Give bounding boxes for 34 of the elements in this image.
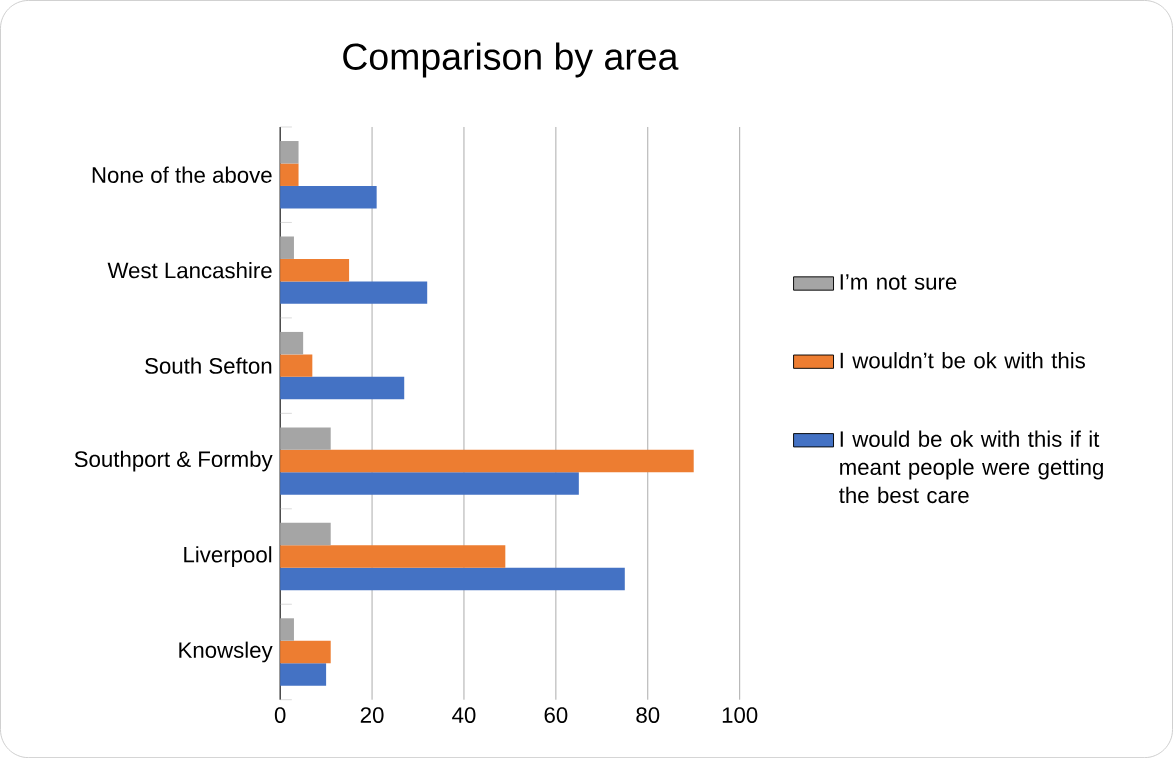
x-tick-label: 20	[360, 707, 384, 723]
y-tick-label: None of the above	[92, 166, 272, 183]
legend-label: I’m not sure	[840, 274, 957, 290]
y-tick-label: South Sefton	[145, 357, 272, 374]
bar	[280, 163, 299, 186]
x-tick-label: 60	[544, 707, 568, 723]
x-tick-label: 100	[722, 707, 758, 723]
chart-title: Comparison by area	[343, 42, 679, 78]
bar	[280, 185, 377, 209]
y-tick-label: Knowsley	[179, 641, 273, 663]
bar	[280, 663, 327, 686]
y-tick-label: Southport & Formby	[74, 450, 273, 472]
bar	[280, 522, 331, 546]
x-tick-label: 0	[274, 707, 286, 723]
bar	[280, 567, 625, 591]
bar	[280, 545, 506, 568]
bar	[280, 331, 304, 355]
bar	[280, 281, 428, 304]
bar	[280, 472, 579, 495]
bar	[280, 354, 313, 377]
bar	[280, 618, 294, 641]
legend-label: I would be ok with this if it meant people were getting the best care	[839, 430, 1103, 504]
x-tick-label: 80	[636, 707, 660, 723]
bar	[280, 258, 350, 282]
bar	[280, 427, 331, 450]
x-tick-label: 40	[452, 707, 476, 723]
y-tick-label: Liverpool	[184, 546, 272, 567]
bar	[280, 140, 299, 164]
bar	[280, 640, 331, 664]
bar	[280, 376, 405, 400]
bar	[280, 236, 294, 259]
bar	[280, 449, 694, 473]
legend-label: I wouldn’t be ok with this	[840, 351, 1085, 369]
y-tick-label: West Lancashire	[107, 261, 272, 279]
